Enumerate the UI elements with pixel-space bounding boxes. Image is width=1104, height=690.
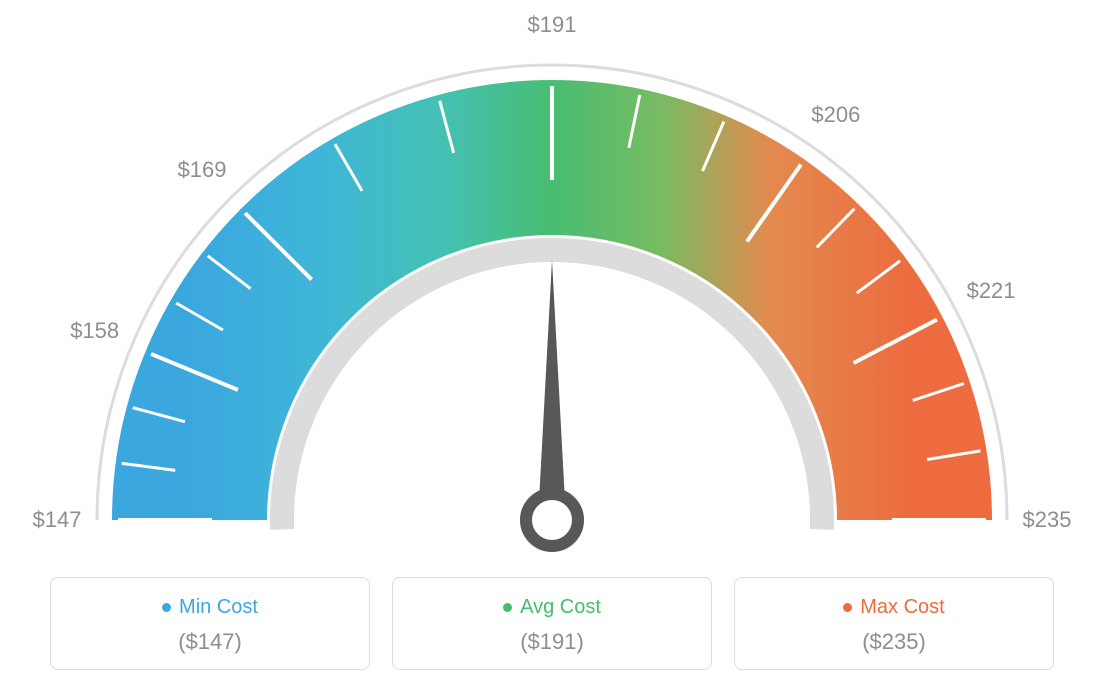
gauge-tick-label: $191 [528,12,577,38]
legend-title: Avg Cost [503,596,601,619]
gauge-tick-label: $169 [177,157,226,183]
gauge-needle [538,260,566,520]
legend-label-text: Max Cost [860,596,944,619]
legend-dot-icon [843,603,852,612]
legend-card-max: Max Cost ($235) [734,577,1054,670]
gauge-svg [0,0,1104,560]
gauge-tick-label: $147 [33,507,82,533]
legend-label-text: Avg Cost [520,596,601,619]
gauge-tick-label: $158 [70,318,119,344]
legend-value-text: ($191) [403,629,701,655]
legend-value-text: ($147) [61,629,359,655]
legend-value-text: ($235) [745,629,1043,655]
gauge-needle-hub [526,494,578,546]
gauge-tick-label: $221 [967,278,1016,304]
legend-row: Min Cost ($147) Avg Cost ($191) Max Cost ($23… [50,577,1054,670]
legend-card-min: Min Cost ($147) [50,577,370,670]
legend-label-text: Min Cost [179,596,258,619]
cost-gauge: $147 $158 $169 $191 $206 $221 $235 [0,0,1104,560]
legend-dot-icon [162,603,171,612]
legend-title: Min Cost [162,596,258,619]
legend-title: Max Cost [843,596,944,619]
gauge-tick-label: $235 [1023,507,1072,533]
legend-card-avg: Avg Cost ($191) [392,577,712,670]
gauge-tick-label: $206 [811,102,860,128]
legend-dot-icon [503,603,512,612]
